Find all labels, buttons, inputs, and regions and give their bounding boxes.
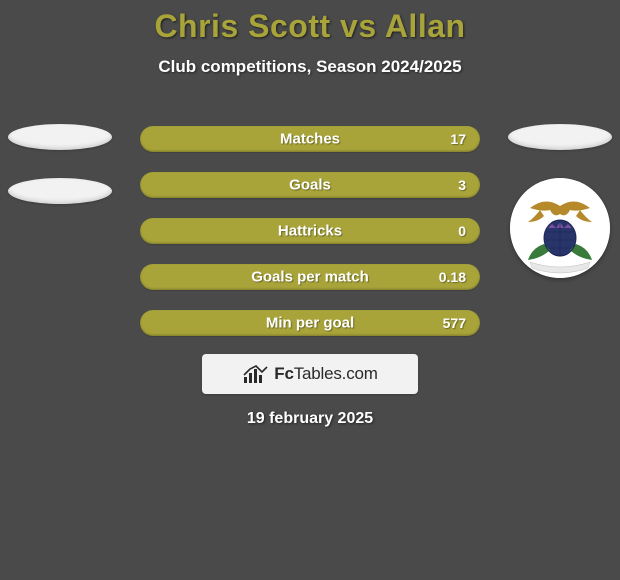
stat-label: Matches	[280, 131, 340, 148]
stat-row-matches: Matches 17	[140, 126, 480, 152]
brand-suffix: Tables.com	[294, 364, 378, 383]
stat-row-min-per-goal: Min per goal 577	[140, 310, 480, 336]
team-badge-placeholder	[8, 178, 112, 204]
team-badge-placeholder	[8, 124, 112, 150]
stat-label: Hattricks	[278, 223, 342, 240]
snapshot-date: 19 february 2025	[247, 410, 373, 428]
stat-row-goals: Goals 3	[140, 172, 480, 198]
crest-icon	[510, 178, 610, 278]
stat-row-hattricks: Hattricks 0	[140, 218, 480, 244]
team-badge-placeholder	[508, 124, 612, 150]
stat-value: 3	[458, 177, 466, 193]
brand-text: FcTables.com	[274, 364, 377, 384]
brand-badge: FcTables.com	[202, 354, 418, 394]
left-badge-column	[8, 124, 112, 232]
stat-label: Goals	[289, 177, 331, 194]
subtitle: Club competitions, Season 2024/2025	[0, 57, 620, 77]
stat-label: Goals per match	[251, 269, 369, 286]
stat-value: 577	[443, 315, 466, 331]
stat-value: 0	[458, 223, 466, 239]
page-title: Chris Scott vs Allan	[0, 0, 620, 45]
stat-value: 0.18	[439, 269, 466, 285]
stat-value: 17	[450, 131, 466, 147]
right-badge-column	[508, 124, 612, 278]
chart-icon	[242, 363, 268, 385]
brand-prefix: Fc	[274, 364, 293, 383]
stats-bars: Matches 17 Goals 3 Hattricks 0 Goals per…	[140, 126, 480, 356]
club-crest	[510, 178, 610, 278]
comparison-card: Chris Scott vs Allan Club competitions, …	[0, 0, 620, 580]
stat-row-goals-per-match: Goals per match 0.18	[140, 264, 480, 290]
stat-label: Min per goal	[266, 315, 354, 332]
